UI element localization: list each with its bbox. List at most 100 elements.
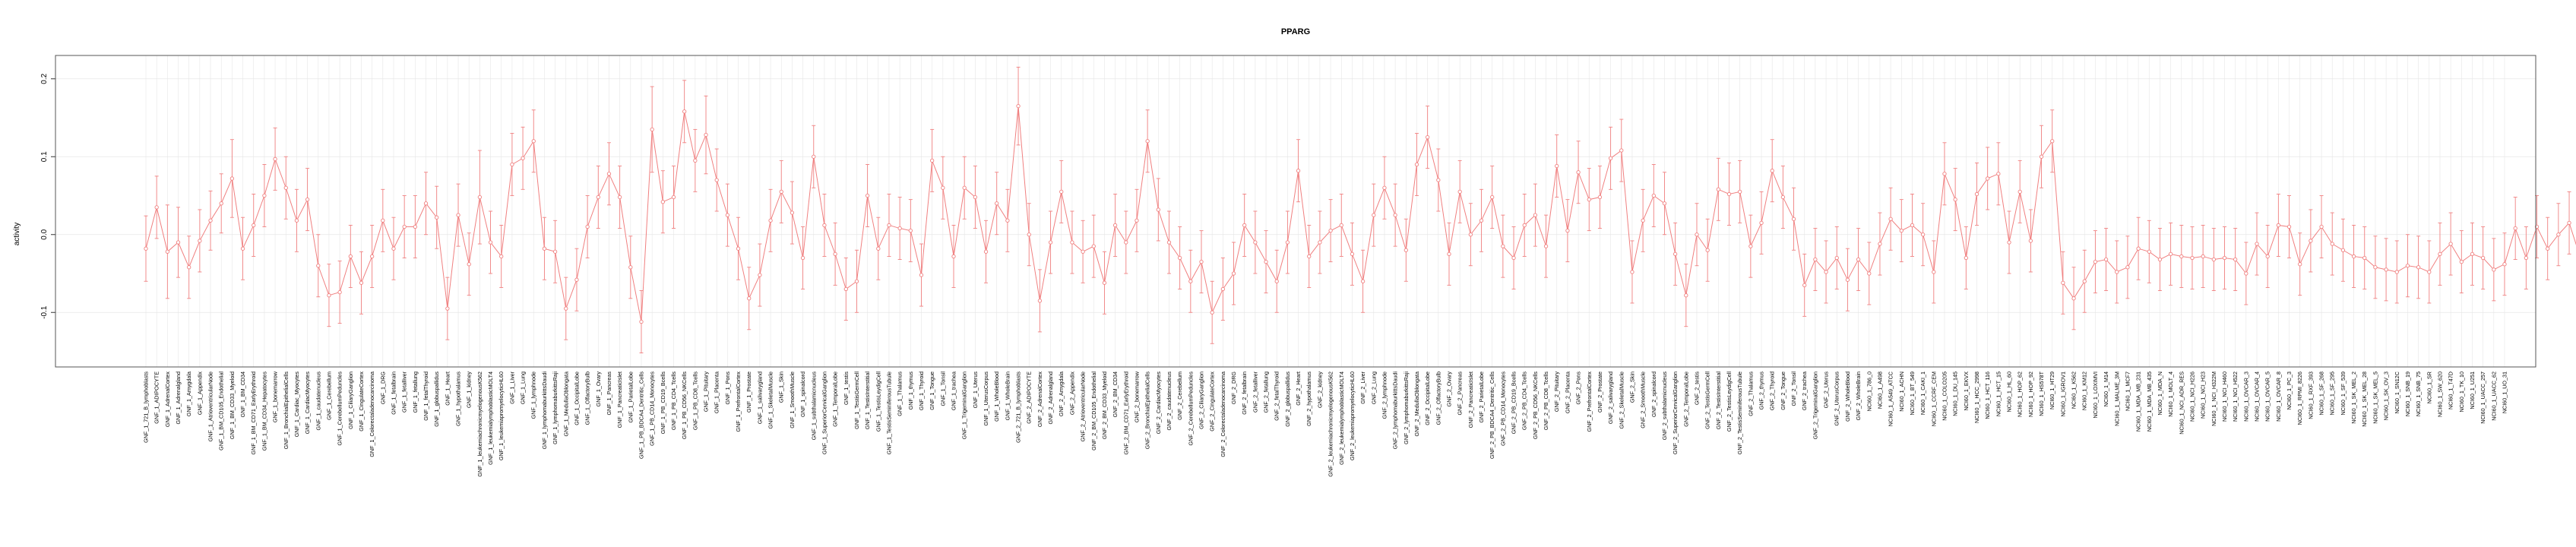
- data-point: [1048, 210, 1053, 274]
- point-marker: [1178, 255, 1182, 261]
- point-marker: [1834, 255, 1839, 261]
- x-tick-label: GNF_2_Prostate: [1597, 372, 1603, 413]
- point-marker: [812, 154, 816, 159]
- point-marker: [1920, 232, 1926, 237]
- data-point: [2222, 226, 2227, 289]
- data-point: [660, 170, 665, 234]
- x-tick-label: GNF_1_BM_CD105_Endothelial: [218, 372, 225, 451]
- point-marker: [1619, 148, 1624, 153]
- x-tick-label: GNF_2_kidney: [1316, 372, 1323, 408]
- point-marker: [596, 194, 600, 200]
- data-point: [1220, 258, 1226, 321]
- x-tick-label: GNF_2_OlfactoryBulb: [1435, 372, 1441, 425]
- data-point: [1630, 240, 1635, 304]
- point-marker: [1479, 218, 1484, 223]
- x-tick-label: GNF_1_fetalliver: [401, 371, 408, 413]
- data-point: [2115, 240, 2119, 304]
- data-point: [1695, 203, 1699, 267]
- x-tick-label: NCI60_1_SK_MEL_5: [2372, 372, 2378, 424]
- point-marker: [2017, 189, 2022, 194]
- data-point: [1318, 210, 1322, 274]
- x-tick-label: GNF_2_PB_CD4_Tcells: [1521, 372, 1528, 431]
- x-tick-label: GNF_2_Skin: [1628, 372, 1635, 403]
- data-point: [1619, 119, 1624, 182]
- point-marker: [1059, 189, 1064, 194]
- data-point: [2255, 212, 2259, 276]
- point-marker: [1210, 310, 1214, 315]
- point-marker: [1942, 172, 1947, 176]
- data-point: [1996, 142, 2001, 206]
- point-marker: [951, 254, 956, 259]
- x-tick-label: GNF_2_PB_CD14_Monocytes: [1499, 372, 1506, 446]
- data-point: [477, 150, 483, 245]
- point-marker: [1393, 213, 1397, 217]
- data-point: [369, 225, 375, 288]
- x-tick-label: GNF_2_OccipitalLobe: [1424, 372, 1431, 425]
- x-tick-label: GNF_2_Cerebellum: [1176, 372, 1183, 420]
- point-marker: [1899, 228, 1904, 233]
- data-point: [1436, 148, 1441, 212]
- data-point: [1673, 222, 1678, 286]
- data-point: [639, 290, 644, 353]
- point-marker: [2373, 265, 2378, 270]
- data-point: [714, 148, 719, 212]
- data-point: [1867, 242, 1872, 305]
- data-point: [2082, 249, 2087, 313]
- data-point: [2201, 225, 2205, 288]
- data-point: [445, 277, 450, 340]
- data-point: [542, 217, 547, 280]
- data-point: [316, 234, 321, 298]
- x-tick-label: GNF_1_OccipitalLobe: [573, 372, 580, 425]
- point-marker: [995, 201, 999, 206]
- x-tick-label: GNF_2_721_B_lymphoblasts: [1015, 372, 1022, 443]
- y-tick-label: 0.1: [40, 151, 49, 162]
- data-point: [1759, 191, 1764, 255]
- x-tick-label: GNF_2_fetalbrain: [1241, 372, 1248, 415]
- data-point: [1888, 187, 1893, 251]
- data-point: [2028, 209, 2033, 273]
- data-point: [897, 197, 902, 260]
- point-marker: [305, 197, 310, 202]
- data-point: [467, 232, 471, 296]
- data-point: [1856, 228, 1861, 291]
- x-tick-label: GNF_1_lymphomaburkittsRaji: [552, 372, 559, 444]
- x-tick-label: NCI60_1_U251: [2469, 372, 2476, 409]
- x-tick-label: GNF_2_BM_CD71_EarlyErythroid: [1122, 372, 1129, 454]
- point-marker: [973, 194, 978, 200]
- data-point: [887, 193, 891, 257]
- x-tick-label: GNF_1_subthalamicnucleus: [810, 372, 817, 441]
- point-marker: [725, 213, 730, 217]
- x-tick-label: GNF_1_kidney: [466, 372, 473, 408]
- point-marker: [574, 277, 579, 282]
- x-tick-label: GNF_2_Thalamus: [1747, 372, 1754, 416]
- x-tick-label: NCI60_1_786_0: [1866, 372, 1872, 411]
- point-marker: [1845, 277, 1850, 282]
- x-tick-label: GNF_1_CingulateCortex: [358, 372, 365, 432]
- data-point: [736, 217, 741, 280]
- data-point: [2211, 228, 2216, 291]
- point-marker: [1996, 172, 2001, 176]
- x-tick-label: NCI60_1_SK_OV_3: [2383, 372, 2390, 420]
- x-tick-label: GNF_1_lymphnode: [530, 372, 537, 419]
- data-point: [1533, 183, 1538, 247]
- data-point: [941, 156, 945, 220]
- data-point: [650, 86, 654, 173]
- point-marker: [1511, 255, 1516, 261]
- point-marker: [1124, 240, 1128, 245]
- data-point: [198, 209, 202, 273]
- x-tick-label: NCI60_1_SN12C: [2394, 372, 2400, 414]
- point-marker: [510, 162, 514, 167]
- point-marker: [1576, 170, 1581, 175]
- data-point: [2168, 222, 2173, 286]
- point-marker: [1253, 240, 1258, 245]
- data-point: [1156, 178, 1160, 242]
- x-tick-label: GNF_2_bonemarrow: [1133, 371, 1140, 422]
- data-point: [1899, 199, 1904, 263]
- point-marker: [1081, 249, 1085, 254]
- data-point: [165, 204, 169, 299]
- data-point: [391, 217, 396, 280]
- point-marker: [606, 172, 612, 176]
- x-tick-label: NCI60_1_A498: [1876, 372, 1883, 409]
- x-tick-label: GNF_2_PB_BDCA4_Dentritic_Cells: [1489, 372, 1495, 459]
- x-tick-label: NCI60_1_UO_31: [2502, 372, 2508, 413]
